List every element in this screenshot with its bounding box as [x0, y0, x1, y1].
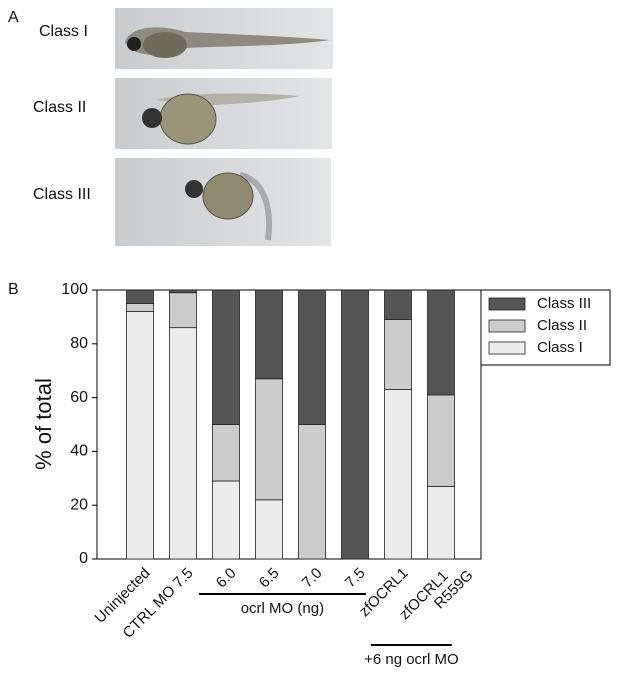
- bar-segment: [298, 424, 326, 560]
- bar-segment: [384, 389, 412, 560]
- x-tick-label: 6.5: [256, 565, 283, 592]
- y-tick-label: 20: [70, 496, 88, 513]
- bar-segment: [427, 394, 455, 487]
- bar-segment: [427, 289, 455, 396]
- legend-label: Class I: [537, 339, 583, 356]
- legend-swatch: [488, 319, 526, 333]
- group-label: +6 ng ocrl MO: [364, 651, 459, 668]
- bar-segment: [126, 303, 154, 312]
- bar-segment: [126, 289, 154, 304]
- x-tick-label: 6.0: [213, 565, 240, 592]
- group-label: ocrl MO (ng): [241, 600, 324, 617]
- bar-segment: [384, 319, 412, 390]
- bar-segment: [169, 289, 197, 294]
- bar-segment: [255, 378, 283, 501]
- y-tick-label: 80: [70, 335, 88, 352]
- bar-segment: [255, 289, 283, 380]
- legend-label: Class III: [537, 295, 591, 312]
- bar-segment: [126, 311, 154, 560]
- legend-swatch: [488, 341, 526, 355]
- panel-label: B: [8, 281, 19, 298]
- y-tick-label: 100: [61, 281, 88, 298]
- image-label: Class II: [33, 99, 86, 116]
- legend: Class III Class II Class I: [480, 289, 611, 366]
- embryo-image: [115, 78, 332, 149]
- bar-segment: [169, 292, 197, 329]
- bar-segment: [298, 289, 326, 425]
- y-tick-label: 0: [79, 550, 88, 567]
- bar-segment: [384, 289, 412, 320]
- embryo-image: [115, 158, 331, 246]
- bar-segment: [341, 289, 369, 560]
- y-axis-title: % of total: [31, 378, 56, 470]
- bar-segment: [427, 485, 455, 560]
- y-tick-label: 60: [70, 389, 88, 406]
- x-tick-label: 7.0: [299, 565, 326, 592]
- bar-segment: [169, 327, 197, 560]
- image-label: Class I: [39, 23, 88, 40]
- legend-label: Class II: [537, 317, 587, 334]
- bar-segment: [212, 424, 240, 482]
- x-tick-label: 7.5: [342, 565, 369, 592]
- x-tick-label: zfOCRL1 R559G: [396, 555, 477, 636]
- bar-segment: [212, 480, 240, 560]
- plot-frame: [96, 289, 482, 560]
- embryo-image: [115, 8, 333, 69]
- image-label: Class III: [33, 186, 91, 203]
- legend-swatch: [488, 297, 526, 311]
- panel-label: A: [8, 9, 19, 26]
- y-tick-label: 40: [70, 443, 88, 460]
- bar-segment: [212, 289, 240, 425]
- bar-segment: [255, 499, 283, 560]
